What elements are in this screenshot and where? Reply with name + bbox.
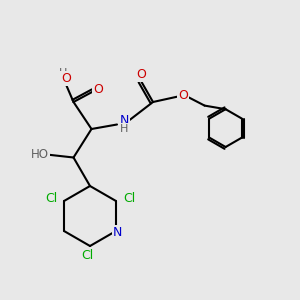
Text: N: N <box>120 114 129 128</box>
Text: H: H <box>120 124 129 134</box>
Text: N: N <box>113 226 122 239</box>
Text: O: O <box>178 88 188 102</box>
Text: H: H <box>59 68 67 78</box>
Text: Cl: Cl <box>45 192 58 205</box>
Text: O: O <box>61 72 71 85</box>
Text: O: O <box>94 82 103 96</box>
Text: Cl: Cl <box>123 192 136 205</box>
Text: Cl: Cl <box>82 249 94 262</box>
Text: HO: HO <box>31 148 49 161</box>
Text: O: O <box>136 68 146 81</box>
